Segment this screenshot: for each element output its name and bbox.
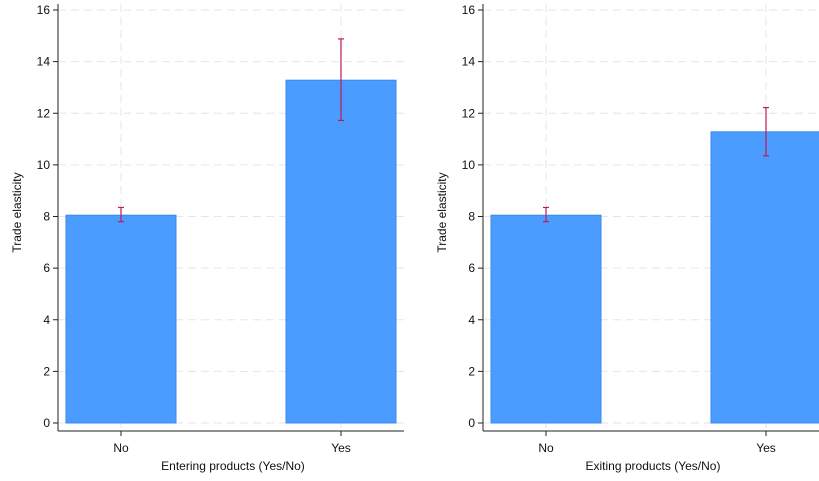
y-tick-label: 6	[468, 261, 475, 275]
y-axis-title: Trade elasticity	[435, 172, 449, 252]
y-tick-label: 4	[43, 313, 50, 327]
y-tick-label: 2	[43, 364, 50, 378]
error-bar-yes	[763, 106, 769, 157]
x-tick-label-no: No	[538, 441, 554, 455]
y-tick-label: 16	[37, 3, 51, 17]
y-tick-label: 0	[43, 416, 50, 430]
y-tick-label: 2	[468, 364, 475, 378]
y-tick-label: 16	[462, 3, 476, 17]
bar-yes	[710, 131, 819, 424]
y-tick-label: 10	[462, 158, 476, 172]
y-tick-label: 6	[43, 261, 50, 275]
x-axis-title: Entering products (Yes/No)	[161, 459, 305, 473]
error-bar-yes	[338, 38, 344, 122]
y-axis-title: Trade elasticity	[10, 172, 24, 252]
bar-no	[490, 214, 602, 424]
y-tick-label: 8	[43, 210, 50, 224]
bar-no	[65, 214, 177, 424]
chart-panel-2: 0 2 4 6 8 10 12 14 16 No Yes Exiting products (Yes/…	[435, 3, 819, 473]
x-tick-label-no: No	[113, 441, 129, 455]
bar-yes	[285, 79, 397, 424]
y-tick-label: 14	[37, 55, 51, 69]
y-tick-label: 8	[468, 210, 475, 224]
y-tick-label: 10	[37, 158, 51, 172]
error-bar-no	[543, 206, 549, 223]
x-tick-label-yes: Yes	[756, 441, 776, 455]
y-tick-label: 14	[462, 55, 476, 69]
y-tick-label: 12	[462, 106, 476, 120]
y-tick-label: 0	[468, 416, 475, 430]
y-tick-label: 4	[468, 313, 475, 327]
error-bar-no	[118, 206, 124, 223]
x-axis-title: Exiting products (Yes/No)	[586, 459, 721, 473]
chart-panel-1: 0 2 4 6 8 10 12 14 16 No Yes Entering products (Yes…	[10, 3, 404, 473]
y-tick-label: 12	[37, 106, 51, 120]
x-tick-label-yes: Yes	[331, 441, 351, 455]
